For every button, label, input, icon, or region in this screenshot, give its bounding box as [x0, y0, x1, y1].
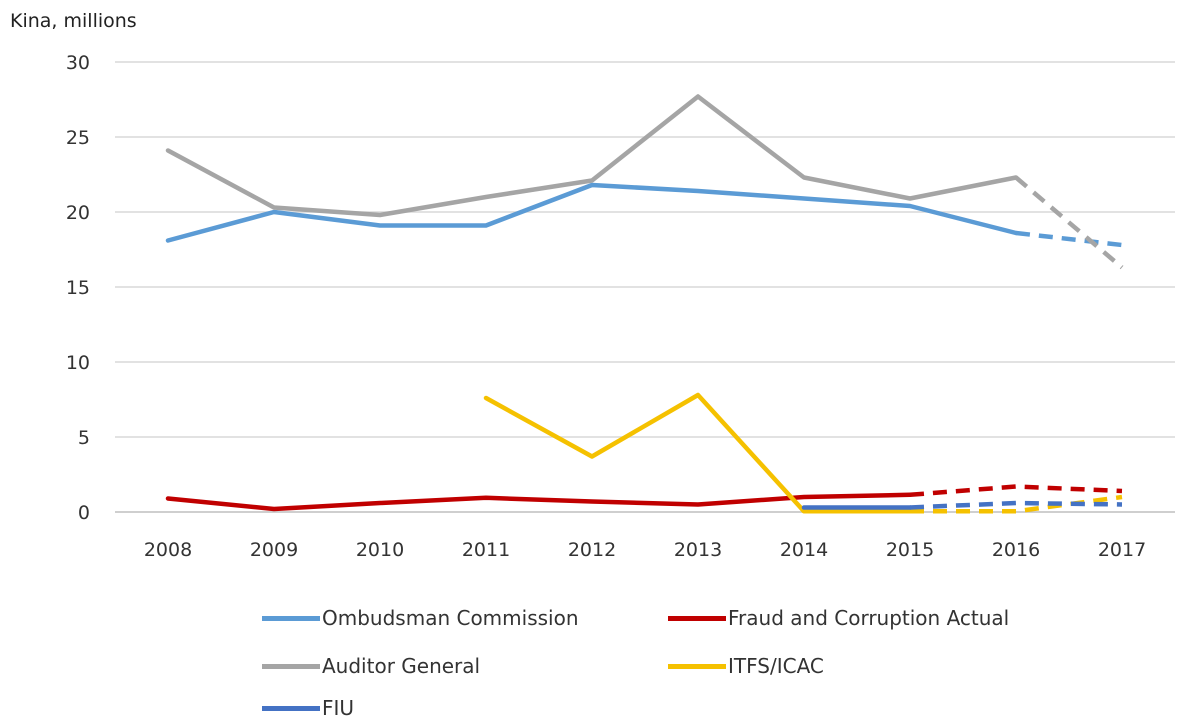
y-tick-label: 0 — [78, 502, 90, 524]
x-tick-label: 2011 — [462, 539, 510, 561]
x-tick-label: 2016 — [992, 539, 1040, 561]
x-tick-label: 2013 — [674, 539, 722, 561]
y-tick-label: 15 — [66, 277, 90, 299]
series-line-dashed-auditor-general — [1014, 175, 1124, 270]
x-tick-label: 2014 — [780, 539, 828, 561]
series-line-dashed-fiu — [909, 500, 1123, 510]
series-line-fraud-and-corruption-actual — [165, 492, 913, 512]
series-line-dashed-fraud-and-corruption-actual — [909, 484, 1123, 498]
series-line-auditor-general — [165, 94, 1019, 218]
x-tick-label: 2012 — [568, 539, 616, 561]
x-tick-label: 2008 — [144, 539, 192, 561]
series-line-itfs-icac — [483, 392, 913, 514]
x-tick-label: 2015 — [886, 539, 934, 561]
x-tick-label: 2017 — [1098, 539, 1146, 561]
y-tick-label: 5 — [78, 427, 90, 449]
series-line-ombudsman-commission — [165, 182, 1019, 243]
y-tick-label: 25 — [66, 127, 90, 149]
series-line-dashed-ombudsman-commission — [1015, 230, 1123, 248]
y-axis-label: Kina, millions — [10, 10, 137, 32]
x-tick-label: 2010 — [356, 539, 404, 561]
series-line-dashed-itfs-icac — [910, 494, 1123, 514]
y-tick-label: 10 — [66, 352, 90, 374]
y-tick-label: 30 — [66, 52, 90, 74]
y-tick-label: 20 — [66, 202, 90, 224]
x-tick-label: 2009 — [250, 539, 298, 561]
